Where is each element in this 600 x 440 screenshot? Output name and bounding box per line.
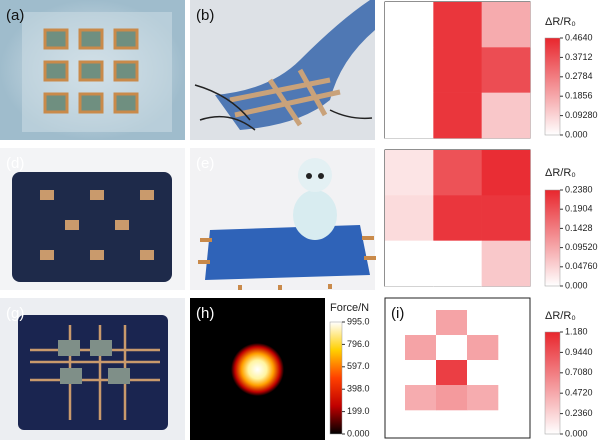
colorbar-tick-label: 597.0 bbox=[347, 361, 370, 371]
colorbar-tick-label: 0.7080 bbox=[565, 367, 593, 377]
photo-d bbox=[0, 148, 185, 290]
heatmap-cell bbox=[481, 2, 531, 48]
colorbar-tick-label: 0.2380 bbox=[565, 184, 593, 194]
heatmap-cell bbox=[436, 335, 468, 361]
colorbar-tick-label: 0.04760 bbox=[565, 261, 598, 271]
colorbar-title: ΔR/R₀ bbox=[545, 16, 576, 28]
colorbar-tick-label: 0.1428 bbox=[565, 223, 593, 233]
heatmap-cell bbox=[433, 150, 482, 196]
colorbar-title: Force/N bbox=[330, 302, 369, 314]
colorbar-tick-label: 0.3712 bbox=[565, 52, 593, 62]
panel-label: (e) bbox=[196, 155, 214, 172]
force-blob bbox=[231, 343, 284, 396]
colorbar-tick-label: 0.1904 bbox=[565, 204, 593, 214]
panel-label: (a) bbox=[6, 7, 24, 24]
photo-g bbox=[0, 298, 185, 440]
heatmap-cell bbox=[436, 360, 468, 386]
colorbar-tick-label: 0.4720 bbox=[565, 388, 593, 398]
heatmap-cell bbox=[436, 385, 468, 411]
colorbar-tick-label: 398.0 bbox=[347, 384, 370, 394]
heatmap-cell bbox=[467, 385, 499, 411]
colorbar-tick-label: 0.000 bbox=[347, 428, 370, 438]
heatmap-cell bbox=[385, 2, 434, 48]
colorbar-tick-label: 1.180 bbox=[565, 326, 588, 336]
colorbar bbox=[544, 37, 561, 136]
colorbar-tick-label: 0.000 bbox=[565, 129, 588, 139]
heatmap-cell bbox=[433, 92, 482, 139]
colorbar bbox=[544, 331, 561, 435]
heatmap-cell bbox=[405, 335, 437, 361]
colorbar-tick-label: 0.000 bbox=[565, 280, 588, 290]
heatmap-cell bbox=[467, 310, 499, 336]
panel-label: (b) bbox=[196, 7, 214, 24]
colorbar bbox=[544, 189, 561, 287]
panel-label: (i) bbox=[391, 305, 404, 322]
heatmap-cell bbox=[385, 47, 434, 93]
colorbar-tick-label: 0.4640 bbox=[565, 32, 593, 42]
heatmap-cell bbox=[481, 150, 531, 196]
heatmap-cell bbox=[385, 150, 434, 196]
colorbar-tick-label: 0.1856 bbox=[565, 91, 593, 101]
heatmap-cell bbox=[433, 195, 482, 241]
panel-label: (d) bbox=[6, 155, 24, 172]
heatmap-cell bbox=[405, 310, 437, 336]
heatmap-cell bbox=[481, 47, 531, 93]
photo-e bbox=[190, 148, 376, 290]
colorbar-tick-label: 796.0 bbox=[347, 339, 370, 349]
heatmap-cell bbox=[405, 385, 437, 411]
heatmap-cell bbox=[436, 310, 468, 336]
heatmap-cell bbox=[433, 240, 482, 287]
colorbar-tick-label: 0.9440 bbox=[565, 347, 593, 357]
colorbar-tick-label: 0.09520 bbox=[565, 242, 598, 252]
heatmap-cell bbox=[433, 47, 482, 93]
colorbar-title: ΔR/R₀ bbox=[545, 167, 576, 179]
colorbar-title: ΔR/R₀ bbox=[545, 310, 576, 322]
panel-label: (h) bbox=[196, 305, 214, 322]
heatmap-cell bbox=[385, 92, 434, 139]
heatmap-cell bbox=[405, 360, 437, 386]
heatmap-cell bbox=[467, 360, 499, 386]
colorbar-tick-label: 0.2360 bbox=[565, 408, 593, 418]
heatmap-cell bbox=[385, 195, 434, 241]
heatmap-cell bbox=[481, 195, 531, 241]
photo-a bbox=[0, 0, 185, 140]
heatmap-cell bbox=[433, 2, 482, 48]
colorbar-tick-label: 995.0 bbox=[347, 316, 370, 326]
colorbar-tick-label: 0.2784 bbox=[565, 71, 593, 81]
colorbar-tick-label: 0.09280 bbox=[565, 110, 598, 120]
colorbar-tick-label: 199.0 bbox=[347, 406, 370, 416]
panel-label: (g) bbox=[6, 305, 24, 322]
heatmap-cell bbox=[481, 240, 531, 287]
colorbar-tick-label: 0.000 bbox=[565, 428, 588, 438]
heatmap-cell bbox=[481, 92, 531, 139]
colorbar bbox=[329, 321, 343, 435]
heatmap-cell bbox=[385, 240, 434, 287]
photo-b bbox=[190, 0, 375, 140]
heatmap-cell bbox=[467, 335, 499, 361]
